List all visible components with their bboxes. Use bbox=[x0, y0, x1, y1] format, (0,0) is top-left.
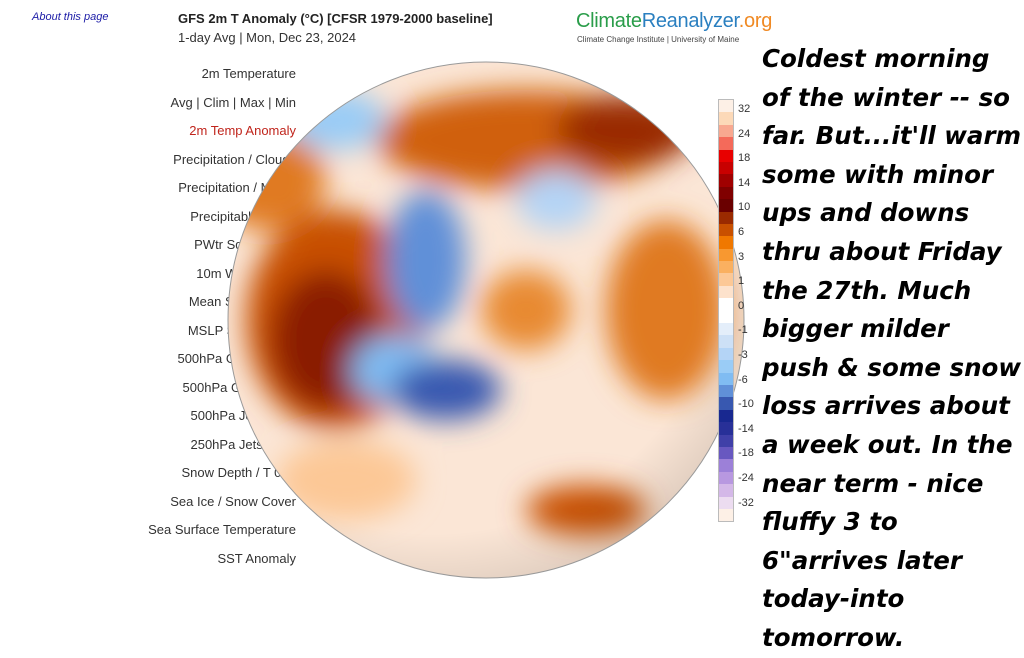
logo-part: Climate bbox=[576, 10, 642, 32]
map-subtitle: 1-day Avg | Mon, Dec 23, 2024 bbox=[178, 30, 357, 45]
colorbar-segment bbox=[719, 323, 733, 336]
colorbar-tick-label: 14 bbox=[738, 176, 751, 189]
colorbar-segment bbox=[719, 434, 733, 447]
colorbar-segment bbox=[719, 372, 733, 385]
colorbar-tick-label: -32 bbox=[738, 496, 754, 509]
colorbar-segment bbox=[719, 112, 733, 125]
colorbar-tick-label: 32 bbox=[738, 103, 751, 115]
colorbar-tick-label: -3 bbox=[738, 349, 748, 361]
colorbar-segment bbox=[719, 496, 733, 509]
about-link[interactable]: About this page bbox=[32, 11, 109, 23]
colorbar-tick-label: -6 bbox=[738, 373, 748, 386]
colorbar-segment bbox=[719, 508, 733, 522]
colorbar-tick-label: -14 bbox=[738, 422, 754, 435]
colorbar-segment bbox=[719, 261, 733, 274]
colorbar-segment bbox=[719, 347, 733, 361]
menu-item[interactable]: 2m Temperature bbox=[201, 66, 296, 81]
colorbar-segment bbox=[719, 446, 733, 460]
colorbar-segment bbox=[719, 409, 733, 423]
menu-item[interactable]: Sea Ice / Snow Cover bbox=[170, 493, 296, 509]
colorbar-tick-label: 18 bbox=[738, 152, 751, 165]
menu-item[interactable]: SST Anomaly bbox=[217, 550, 296, 566]
colorbar-segment bbox=[719, 335, 733, 348]
colorbar-segment bbox=[719, 211, 733, 224]
colorbar-segment bbox=[719, 285, 733, 299]
colorbar-tick-label: -10 bbox=[738, 398, 754, 411]
colorbar-segment bbox=[719, 384, 733, 398]
colorbar-segment bbox=[719, 459, 733, 472]
map-title: GFS 2m T Anomaly (°C) [CFSR 1979-2000 ba… bbox=[178, 11, 493, 26]
colorbar-segment bbox=[719, 273, 733, 286]
colorbar-segment bbox=[719, 137, 733, 150]
colorbar-segment bbox=[719, 298, 733, 311]
colorbar-tick-label: -24 bbox=[738, 472, 754, 484]
menu-item[interactable]: Avg | Clim | Max | Min bbox=[170, 94, 296, 110]
menu-item[interactable]: 2m Temp Anomaly bbox=[189, 123, 296, 138]
colorbar-tick-label: -18 bbox=[738, 447, 754, 460]
climate-reanalyzer-logo[interactable]: ClimateReanalyzer.org bbox=[576, 10, 772, 33]
colorbar-segment bbox=[719, 161, 733, 175]
colorbar-segment bbox=[719, 199, 733, 212]
menu-item[interactable]: Sea Surface Temperature bbox=[148, 522, 296, 537]
colorbar-segment bbox=[719, 397, 733, 410]
colorbar-tick-label: 10 bbox=[738, 201, 751, 214]
colorbar-tick-label: 0 bbox=[738, 299, 745, 312]
colorbar-segment bbox=[719, 248, 733, 262]
colorbar-segment bbox=[719, 149, 733, 162]
colorbar-tick-label: 1 bbox=[738, 275, 745, 288]
logo-subtitle: Climate Change Institute | University of… bbox=[577, 35, 740, 44]
colorbar bbox=[718, 99, 734, 523]
colorbar-tick-label: 24 bbox=[738, 127, 751, 140]
annotation-text: Coldest morning of the winter -- so far.… bbox=[762, 44, 1022, 652]
colorbar-tick-label: 6 bbox=[738, 226, 745, 238]
colorbar-segment bbox=[719, 236, 733, 249]
colorbar-segment bbox=[719, 360, 733, 373]
globe-map bbox=[227, 61, 745, 579]
menu-item[interactable]: Precipitation / Clouds bbox=[173, 151, 296, 167]
colorbar-segment bbox=[719, 186, 733, 200]
colorbar-segment bbox=[719, 124, 733, 138]
colorbar-tick-label: 3 bbox=[738, 250, 745, 263]
logo-part: .org bbox=[738, 10, 773, 32]
colorbar-segment bbox=[719, 310, 733, 324]
colorbar-segment bbox=[719, 484, 733, 497]
colorbar-segment bbox=[719, 422, 733, 435]
colorbar-segment bbox=[719, 223, 733, 237]
colorbar-segment bbox=[719, 174, 733, 187]
menu-item[interactable]: Snow Depth / T 0°C bbox=[181, 465, 296, 480]
colorbar-segment bbox=[719, 471, 733, 485]
logo-part: Reanalyzer bbox=[641, 10, 739, 32]
colorbar-segment bbox=[719, 100, 733, 113]
colorbar-tick-label: -1 bbox=[738, 324, 748, 337]
